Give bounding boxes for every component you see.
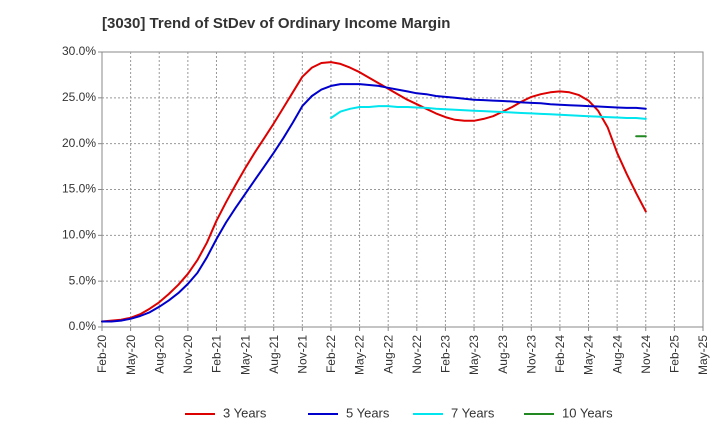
legend: 3 Years 5 Years 7 Years 10 Years — [185, 405, 613, 420]
y-tick-label: 30.0% — [62, 44, 96, 58]
x-tick-label: Aug-20 — [152, 335, 166, 374]
x-tick-label: Feb-20 — [95, 335, 109, 373]
y-tick-label: 20.0% — [62, 136, 96, 150]
x-tick-label: Nov-22 — [410, 335, 424, 374]
legend-label: 7 Years — [451, 405, 495, 420]
legend-label: 3 Years — [223, 405, 267, 420]
x-tick-label: Nov-23 — [524, 335, 538, 374]
legend-item: 3 Years — [185, 405, 267, 420]
series-line-5-years — [101, 83, 647, 323]
series-line-7-years — [330, 105, 647, 120]
x-tick-label: Feb-25 — [668, 335, 682, 373]
x-tick-label: Nov-21 — [296, 335, 310, 374]
x-tick-label: Feb-22 — [324, 335, 338, 373]
axes: Feb-20 May-20 Aug-20 Nov-20 Feb-21 May-21 Aug-… — [62, 44, 710, 375]
x-tick-label: May-23 — [467, 335, 481, 375]
legend-item: 7 Years — [413, 405, 495, 420]
x-tick-label: Feb-21 — [210, 335, 224, 373]
y-tick-label: 5.0% — [69, 273, 97, 287]
x-tick-label: Aug-24 — [610, 335, 624, 374]
legend-item: 10 Years — [524, 405, 613, 420]
x-tick-label: May-20 — [124, 335, 138, 375]
y-tick-label: 25.0% — [62, 90, 96, 104]
x-tick-label: May-24 — [582, 335, 596, 375]
x-tick-label: May-21 — [238, 335, 252, 375]
x-tick-label: Feb-24 — [553, 335, 567, 373]
series-line-3-years — [101, 61, 647, 323]
x-tick-label: May-25 — [696, 335, 710, 375]
legend-label: 5 Years — [346, 405, 390, 420]
legend-label: 10 Years — [562, 405, 613, 420]
series-lines — [101, 61, 647, 323]
x-tick-label: Aug-23 — [496, 335, 510, 374]
x-tick-label: Nov-24 — [639, 335, 653, 374]
x-tick-label: Aug-21 — [267, 335, 281, 374]
x-tick-label: Nov-20 — [181, 335, 195, 374]
y-tick-label: 0.0% — [69, 319, 97, 333]
y-tick-label: 10.0% — [62, 228, 96, 242]
legend-item: 5 Years — [308, 405, 390, 420]
x-tick-label: Aug-22 — [381, 335, 395, 374]
x-tick-label: Feb-23 — [439, 335, 453, 373]
y-tick-label: 15.0% — [62, 182, 96, 196]
x-tick-label: May-22 — [353, 335, 367, 375]
chart-title: [3030] Trend of StDev of Ordinary Income… — [102, 15, 450, 32]
